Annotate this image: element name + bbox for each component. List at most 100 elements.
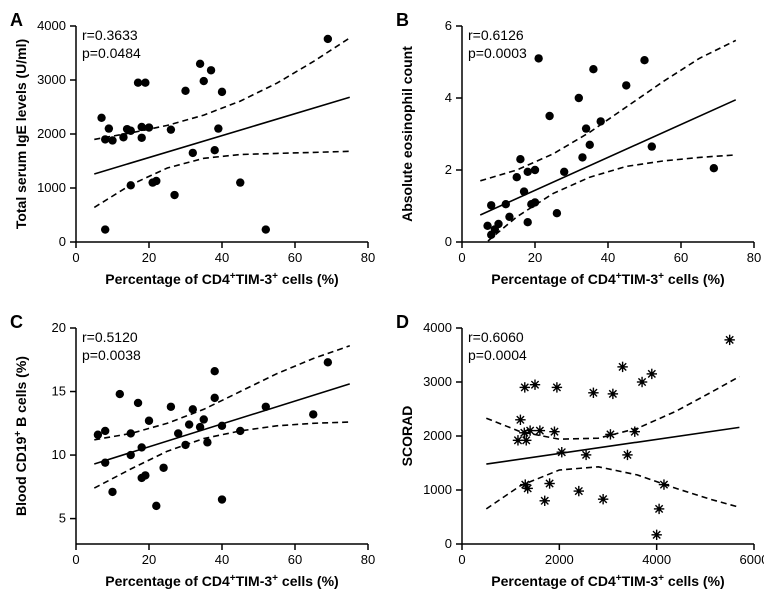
data-point bbox=[637, 376, 647, 386]
data-point bbox=[138, 123, 146, 131]
data-point bbox=[324, 358, 332, 366]
data-point bbox=[483, 222, 491, 230]
data-point bbox=[309, 410, 317, 418]
x-axis-title: Percentage of CD4+TIM-3+ cells (%) bbox=[105, 271, 338, 288]
data-point bbox=[531, 166, 539, 174]
y-tick-label: 5 bbox=[59, 510, 66, 525]
panel-label: D bbox=[396, 312, 409, 333]
data-point bbox=[581, 449, 591, 459]
r-value: r=0.6126 bbox=[468, 27, 524, 43]
data-point bbox=[152, 177, 160, 185]
panel-A: A02040608001000200030004000Percentage of… bbox=[8, 8, 378, 302]
data-point bbox=[116, 389, 124, 397]
data-point bbox=[540, 495, 550, 505]
y-tick-label: 15 bbox=[52, 383, 66, 398]
p-value: p=0.0484 bbox=[82, 45, 141, 61]
data-point bbox=[207, 66, 215, 74]
data-point bbox=[630, 426, 640, 436]
data-point bbox=[94, 430, 102, 438]
x-tick-label: 80 bbox=[361, 250, 375, 265]
data-point bbox=[608, 388, 618, 398]
data-point bbox=[524, 218, 532, 226]
y-tick-label: 4 bbox=[445, 90, 452, 105]
y-axis-title: Total serum IgE levels (U/ml) bbox=[13, 39, 29, 229]
data-point bbox=[598, 493, 608, 503]
data-point bbox=[141, 471, 149, 479]
data-point bbox=[524, 168, 532, 176]
data-point bbox=[181, 440, 189, 448]
data-point bbox=[167, 402, 175, 410]
data-point bbox=[513, 173, 521, 181]
data-point bbox=[586, 141, 594, 149]
data-point bbox=[516, 155, 524, 163]
y-tick-label: 1000 bbox=[423, 482, 452, 497]
x-tick-label: 40 bbox=[215, 250, 229, 265]
data-point bbox=[236, 426, 244, 434]
data-point bbox=[211, 393, 219, 401]
y-axis-title: Absolute eosinophil count bbox=[399, 46, 415, 222]
x-tick-label: 0 bbox=[72, 250, 79, 265]
data-point bbox=[574, 485, 584, 495]
data-point bbox=[170, 191, 178, 199]
data-point bbox=[520, 382, 530, 392]
x-tick-label: 0 bbox=[458, 552, 465, 567]
data-point bbox=[525, 425, 535, 435]
data-point bbox=[101, 135, 109, 143]
data-point bbox=[211, 367, 219, 375]
x-tick-label: 60 bbox=[288, 552, 302, 567]
data-point bbox=[218, 495, 226, 503]
data-point bbox=[588, 387, 598, 397]
x-axis-title: Percentage of CD4+TIM-3+ cells (%) bbox=[491, 271, 724, 288]
data-point bbox=[185, 420, 193, 428]
y-tick-label: 20 bbox=[52, 320, 66, 335]
y-tick-label: 2000 bbox=[423, 428, 452, 443]
data-point bbox=[549, 426, 559, 436]
data-point bbox=[262, 225, 270, 233]
panel-B-svg: 0204060800246Percentage of CD4+TIM-3+ ce… bbox=[394, 8, 764, 298]
data-point bbox=[589, 65, 597, 73]
x-tick-label: 6000 bbox=[740, 552, 764, 567]
y-tick-label: 3000 bbox=[37, 72, 66, 87]
data-point bbox=[552, 382, 562, 392]
x-tick-label: 20 bbox=[142, 250, 156, 265]
data-point bbox=[724, 334, 734, 344]
x-tick-label: 20 bbox=[142, 552, 156, 567]
x-axis-title: Percentage of CD4+TIM-3+ cells (%) bbox=[105, 572, 338, 589]
x-tick-label: 2000 bbox=[545, 552, 574, 567]
data-point bbox=[622, 449, 632, 459]
x-tick-label: 80 bbox=[747, 250, 761, 265]
data-point bbox=[127, 127, 135, 135]
p-value: p=0.0003 bbox=[468, 45, 527, 61]
y-tick-label: 10 bbox=[52, 447, 66, 462]
data-point bbox=[597, 117, 605, 125]
y-tick-label: 0 bbox=[445, 536, 452, 551]
data-point bbox=[710, 164, 718, 172]
data-point bbox=[502, 200, 510, 208]
x-axis-title: Percentage of CD4+TIM-3+ cells (%) bbox=[491, 572, 724, 589]
data-point bbox=[97, 114, 105, 122]
data-point bbox=[108, 487, 116, 495]
data-point bbox=[544, 478, 554, 488]
y-tick-label: 4000 bbox=[37, 18, 66, 33]
data-point bbox=[531, 198, 539, 206]
data-point bbox=[530, 379, 540, 389]
y-tick-label: 2 bbox=[445, 162, 452, 177]
y-tick-label: 4000 bbox=[423, 320, 452, 335]
data-point bbox=[167, 125, 175, 133]
data-point bbox=[127, 450, 135, 458]
data-point bbox=[196, 60, 204, 68]
y-tick-label: 0 bbox=[445, 234, 452, 249]
data-point bbox=[196, 422, 204, 430]
p-value: p=0.0004 bbox=[468, 347, 527, 363]
panel-C-svg: 0204060805101520Percentage of CD4+TIM-3+… bbox=[8, 310, 378, 600]
data-point bbox=[651, 529, 661, 539]
data-point bbox=[138, 443, 146, 451]
data-point bbox=[214, 124, 222, 132]
r-value: r=0.6060 bbox=[468, 329, 524, 345]
x-tick-label: 80 bbox=[361, 552, 375, 567]
y-axis-title: SCORAD bbox=[399, 405, 415, 466]
data-point bbox=[134, 398, 142, 406]
data-point bbox=[521, 435, 531, 445]
x-tick-label: 0 bbox=[72, 552, 79, 567]
panel-C: C0204060805101520Percentage of CD4+TIM-3… bbox=[8, 310, 378, 604]
